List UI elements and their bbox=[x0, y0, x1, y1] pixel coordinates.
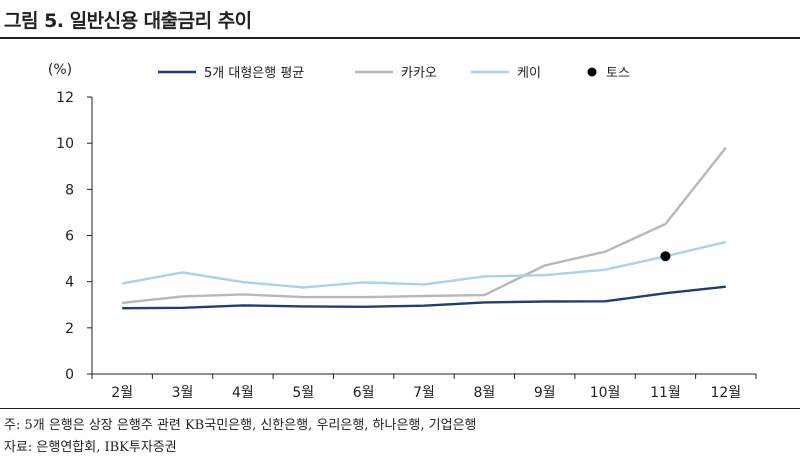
point-marker bbox=[660, 251, 671, 262]
title-divider bbox=[0, 37, 800, 39]
legend: 5개 대형은행 평균 카카오 케이 토스 bbox=[158, 65, 630, 81]
legend-label: 토스 bbox=[606, 66, 630, 81]
x-tick-label: 11월 bbox=[650, 385, 681, 401]
series-line-2 bbox=[122, 147, 727, 305]
x-tick-label: 12월 bbox=[710, 385, 741, 401]
legend-label: 5개 대형은행 평균 bbox=[204, 65, 304, 81]
source-note: 자료: 은행연합회, IBK투자증권 bbox=[4, 440, 177, 455]
x-tick-label: 6월 bbox=[353, 385, 375, 401]
x-tick-label: 4월 bbox=[232, 385, 254, 401]
y-tick-label: 6 bbox=[65, 229, 74, 245]
legend-marker bbox=[587, 67, 597, 77]
point-markers bbox=[660, 251, 671, 262]
y-tick-label: 10 bbox=[56, 136, 74, 152]
footnote: 주: 5개 은행은 상장 은행주 관련 KB국민은행, 신한은행, 우리은행, … bbox=[4, 418, 477, 433]
y-ticks: 0 2 4 6 8 10 12 bbox=[56, 90, 92, 383]
x-tick-label: 8월 bbox=[473, 385, 495, 401]
x-tick-label: 3월 bbox=[172, 385, 194, 401]
series-lines bbox=[121, 147, 727, 310]
y-unit-label: (%) bbox=[48, 62, 72, 78]
figure-title: 그림 5. 일반신용 대출금리 추이 bbox=[4, 10, 252, 32]
legend-label: 케이 bbox=[517, 66, 541, 81]
x-tick-label: 7월 bbox=[413, 385, 435, 401]
x-tick-label: 9월 bbox=[534, 385, 556, 401]
legend-label: 카카오 bbox=[401, 66, 437, 81]
y-tick-label: 12 bbox=[56, 90, 74, 106]
series-line-3 bbox=[121, 240, 727, 289]
y-tick-label: 8 bbox=[65, 182, 74, 198]
x-ticks: 2월 3월 4월 5월 6월 7월 8월 9월 10월 11월 12월 bbox=[91, 374, 757, 401]
line-chart: (%) 5개 대형은행 평균 카카오 케이 토스 0 2 4 6 8 10 12 2월 3월 4월 5월… bbox=[48, 62, 757, 401]
x-tick-label: 2월 bbox=[111, 385, 133, 401]
x-tick-label: 10월 bbox=[590, 385, 621, 401]
y-tick-label: 4 bbox=[65, 275, 74, 291]
x-tick-label: 5월 bbox=[292, 385, 314, 401]
notes-divider bbox=[0, 408, 800, 409]
series-line-1 bbox=[122, 285, 726, 310]
y-tick-label: 2 bbox=[65, 321, 74, 337]
y-tick-label: 0 bbox=[65, 367, 74, 383]
